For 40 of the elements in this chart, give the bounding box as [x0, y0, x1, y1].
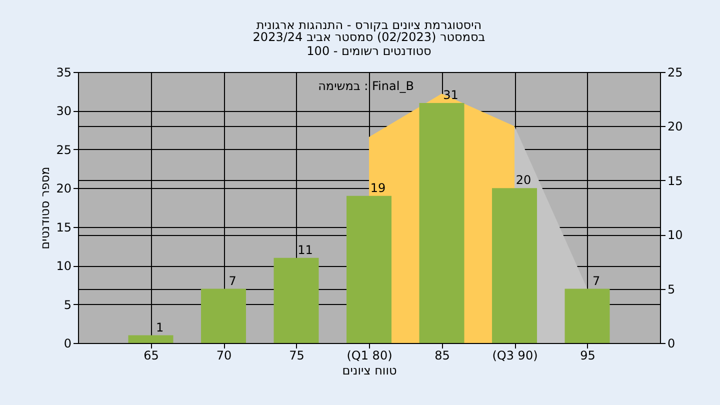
x-tick-label: 85: [434, 348, 450, 362]
y-tick-label: 0: [64, 336, 72, 350]
y-tick-label: 25: [56, 142, 72, 157]
data-label: 7: [592, 274, 600, 288]
data-label: 20: [516, 173, 532, 188]
x-tick-label: 75: [289, 348, 304, 362]
y2-tick-label: 25: [668, 66, 683, 80]
y-tick-label: 35: [56, 66, 72, 80]
data-label: 1: [156, 320, 164, 334]
x-tick-label: (Q3 90): [492, 348, 538, 362]
data-label: 11: [298, 242, 313, 257]
annotation: במשימה : Final_B: [318, 79, 414, 93]
bar: [274, 258, 319, 343]
y-tick-label: 30: [56, 104, 72, 118]
y2-tick-label: 15: [668, 174, 683, 188]
data-label: 19: [370, 180, 386, 195]
bar: [564, 288, 610, 343]
y-tick-label: 20: [56, 182, 72, 196]
y2-tick-label: 5: [668, 282, 676, 296]
x-tick-label: 65: [144, 348, 159, 362]
chart-title: היסטוגרמת ציונים בקורס - התנהגות ארגונית: [256, 18, 482, 32]
y-tick-label: 10: [56, 259, 72, 274]
bar: [419, 102, 464, 343]
y-axis-title: מספר סטודנטים: [38, 166, 52, 250]
y2-tick-label: 20: [668, 120, 683, 134]
bar: [201, 288, 246, 343]
bar: [346, 196, 392, 343]
x-tick-label: 70: [216, 348, 232, 362]
data-label: 7: [228, 274, 236, 288]
bar: [492, 188, 537, 343]
y2-tick-label: 10: [668, 228, 683, 242]
chart-subtitle: בסמסטר (02/2023) סמסטר אביב 2023/24 סטודנטים רשומים - 100: [252, 30, 486, 58]
y-tick-label: 15: [56, 220, 72, 234]
x-axis-title: טווח ציונים: [342, 364, 397, 378]
y-tick-label: 5: [64, 298, 72, 312]
x-tick-label: 95: [580, 348, 596, 362]
data-label: 31: [443, 88, 458, 102]
y2-tick-label: 0: [668, 336, 676, 350]
x-tick-label: (Q1 80): [346, 348, 392, 362]
bar: [128, 335, 174, 343]
